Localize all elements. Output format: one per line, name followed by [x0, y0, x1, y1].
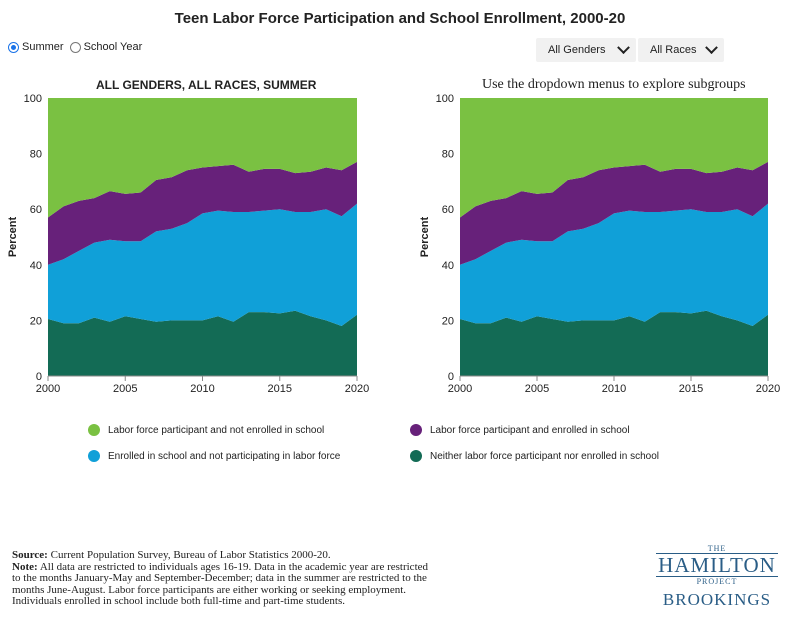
y-axis-label-right: Percent: [419, 216, 431, 257]
area-series-right-3: [460, 98, 768, 218]
area-series-left-3: [48, 98, 357, 218]
note-label: Note:: [12, 560, 38, 573]
legend-item-lf-enrolled: Labor force participant and enrolled in …: [410, 424, 630, 436]
legend-swatch: [410, 450, 422, 462]
hamilton-brookings-logo: THE HAMILTON PROJECT BROOKINGS: [652, 544, 782, 610]
y-tick-label-left: 20: [30, 315, 42, 327]
legend-label: Enrolled in school and not participating…: [108, 450, 341, 462]
legend-item-lf-not-enrolled: Labor force participant and not enrolled…: [88, 424, 324, 436]
y-tick-label-right: 60: [442, 204, 454, 216]
y-tick-label-right: 100: [436, 93, 454, 105]
legend-item-enrolled-not-lf: Enrolled in school and not participating…: [88, 450, 340, 462]
y-tick-label-right: 80: [442, 149, 454, 161]
x-tick-label-right: 2005: [525, 383, 549, 395]
legend-label: Neither labor force participant nor enro…: [430, 450, 660, 462]
x-tick-label-right: 2010: [602, 383, 626, 395]
legend-swatch: [88, 424, 100, 436]
area-series-left-1: [48, 203, 357, 326]
right-chart-subtitle: Use the dropdown menus to explore subgro…: [482, 77, 746, 92]
area-series-right-0: [460, 310, 768, 376]
logo-project: PROJECT: [696, 577, 738, 586]
area-series-left-0: [48, 310, 357, 376]
x-tick-label-left: 2020: [345, 383, 369, 395]
x-tick-label-left: 2005: [113, 383, 137, 395]
y-tick-label-left: 0: [36, 371, 42, 383]
source-label: Source:: [12, 549, 48, 561]
area-series-right-2: [460, 161, 768, 265]
area-series-left-2: [48, 161, 357, 265]
y-axis-label-left: Percent: [7, 216, 19, 257]
radio-summer-label: Summer: [22, 41, 64, 53]
legend-label: Labor force participant and not enrolled…: [108, 424, 325, 436]
radio-school-year-indicator[interactable]: [69, 41, 81, 53]
y-tick-label-left: 80: [30, 149, 42, 161]
race-dropdown-value: All Races: [650, 44, 697, 56]
gender-dropdown-value: All Genders: [548, 44, 606, 56]
legend-label: Labor force participant and enrolled in …: [430, 424, 630, 436]
radio-summer[interactable]: Summer: [8, 41, 64, 53]
charts-svg: 0 20 40 60 80 100 2000 2005 2010 2015 2020 Percent 0…: [7, 93, 780, 395]
radio-summer-indicator[interactable]: [8, 41, 19, 53]
left-chart-subtitle: ALL GENDERS, ALL RACES, SUMMER: [96, 78, 317, 92]
y-tick-label-right: 20: [442, 315, 454, 327]
legend-swatch: [410, 424, 422, 436]
y-tick-label-left: 100: [24, 93, 42, 105]
source-note: Source: Current Population Survey, Burea…: [12, 549, 432, 608]
gender-dropdown[interactable]: All Genders: [536, 38, 636, 62]
race-dropdown[interactable]: All Races: [638, 38, 724, 62]
x-tick-label-right: 2015: [679, 383, 703, 395]
y-tick-label-right: 40: [442, 260, 454, 272]
x-tick-label-right: 2020: [756, 383, 780, 395]
period-radio-group: Summer School Year: [8, 41, 142, 53]
x-tick-label-left: 2000: [36, 383, 60, 395]
logo-brookings: BROOKINGS: [662, 590, 772, 609]
x-tick-label-left: 2010: [190, 383, 214, 395]
logo-hamilton: HAMILTON: [656, 553, 778, 577]
chart-title: Teen Labor Force Participation and Schoo…: [174, 10, 626, 27]
radio-school-year-label: School Year: [83, 41, 143, 53]
y-tick-label-left: 60: [30, 204, 42, 216]
legend-item-neither: Neither labor force participant nor enro…: [410, 450, 659, 462]
note-text: All data are restricted to individuals a…: [12, 560, 429, 607]
legend-swatch: [88, 450, 100, 462]
y-tick-label-left: 40: [30, 260, 42, 272]
area-series-right-1: [460, 203, 768, 326]
radio-school-year[interactable]: School Year: [69, 41, 143, 53]
y-tick-label-right: 0: [448, 371, 454, 383]
logo-the: THE: [707, 544, 727, 553]
source-text: Current Population Survey, Bureau of Lab…: [50, 549, 331, 561]
x-tick-label-left: 2015: [268, 383, 292, 395]
x-tick-label-right: 2000: [448, 383, 472, 395]
